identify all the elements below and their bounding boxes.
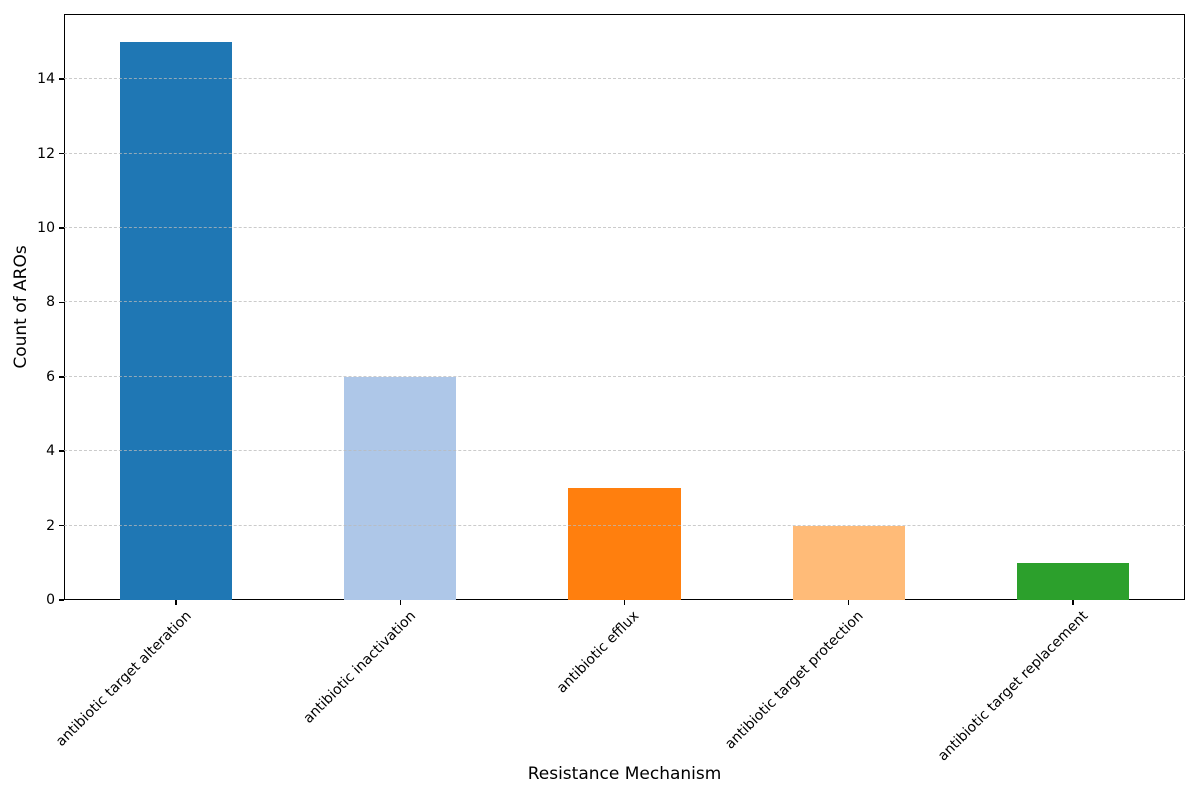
y-tick-mark	[59, 375, 64, 378]
y-axis-label: Count of AROs	[11, 245, 31, 369]
y-tick-mark	[59, 301, 64, 304]
plot-area	[64, 14, 1185, 600]
y-tick-mark	[59, 599, 64, 601]
y-tick-label: 12	[37, 145, 55, 162]
x-tick-label: antibiotic target alteration	[52, 608, 195, 750]
y-tick-label: 2	[46, 517, 55, 534]
y-tick-label: 4	[46, 443, 55, 460]
x-tick-mark	[623, 600, 626, 605]
x-tick-label: antibiotic target replacement	[934, 608, 1092, 765]
y-tick-mark	[59, 450, 64, 452]
x-tick-mark	[399, 600, 402, 605]
x-tick-mark	[1072, 600, 1074, 605]
y-tick-label: 8	[46, 294, 55, 311]
y-tick-mark	[59, 152, 64, 155]
y-tick-label: 14	[37, 71, 55, 88]
x-tick-mark	[847, 600, 850, 605]
x-axis-label: Resistance Mechanism	[527, 764, 722, 784]
x-tick-mark	[175, 600, 177, 605]
x-tick-label: antibiotic inactivation	[299, 608, 419, 727]
x-tick-label: antibiotic efflux	[554, 608, 643, 697]
y-tick-mark	[59, 227, 64, 229]
y-tick-mark	[59, 78, 64, 80]
y-tick-label: 6	[46, 368, 55, 385]
y-tick-label: 10	[37, 219, 55, 236]
y-tick-mark	[59, 524, 64, 527]
y-tick-label: 0	[46, 592, 55, 608]
x-tick-label: antibiotic target protection	[722, 608, 868, 753]
